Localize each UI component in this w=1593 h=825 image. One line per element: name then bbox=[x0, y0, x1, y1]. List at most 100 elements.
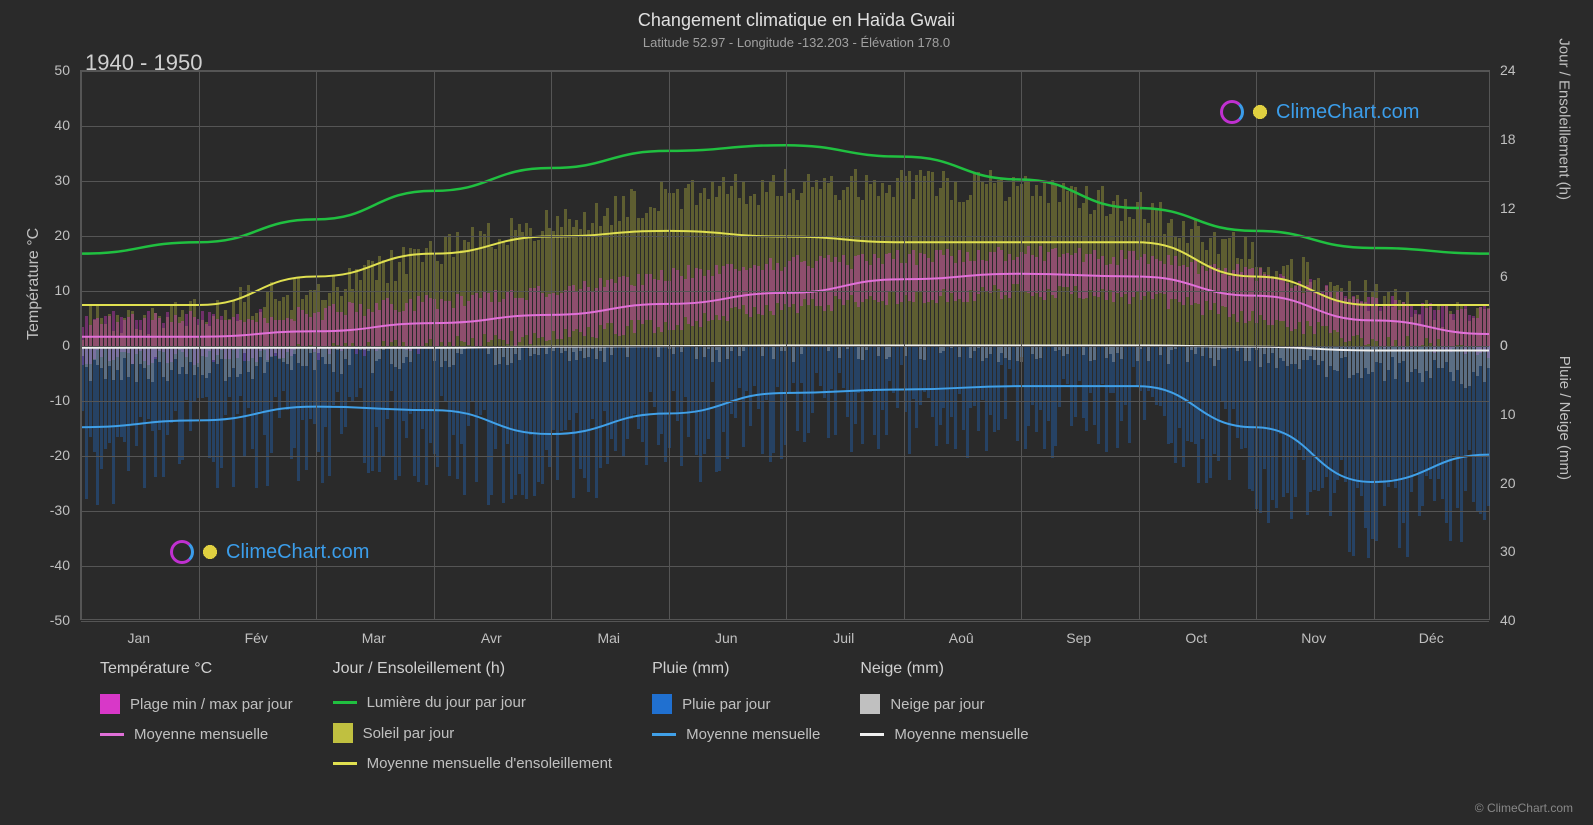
legend-col-snow: Neige (mm) Neige par jour Moyenne mensuel… bbox=[860, 660, 1028, 772]
grid-line-v bbox=[81, 71, 82, 619]
grid-line-v bbox=[1021, 71, 1022, 619]
x-tick: Avr bbox=[481, 630, 502, 646]
legend-label: Lumière du jour par jour bbox=[367, 694, 526, 711]
watermark-text: ClimeChart.com bbox=[1276, 101, 1419, 124]
y-left-tick: -50 bbox=[10, 612, 70, 628]
grid-line-v bbox=[551, 71, 552, 619]
x-tick: Nov bbox=[1301, 630, 1326, 646]
legend-label: Plage min / max par jour bbox=[130, 696, 293, 713]
sun-icon bbox=[1250, 102, 1270, 122]
legend: Température °C Plage min / max par jour M… bbox=[100, 660, 1500, 772]
climechart-logo-icon bbox=[170, 540, 194, 564]
legend-label: Moyenne mensuelle bbox=[894, 726, 1028, 743]
y-right-top-tick: 24 bbox=[1500, 62, 1560, 78]
grid-line-h bbox=[81, 511, 1489, 512]
legend-item: Pluie par jour bbox=[652, 694, 820, 714]
y-left-tick: 10 bbox=[10, 282, 70, 298]
grid-line-h bbox=[81, 621, 1489, 622]
legend-swatch bbox=[860, 733, 884, 736]
plot-area bbox=[80, 70, 1490, 620]
y-left-tick: 20 bbox=[10, 227, 70, 243]
x-tick: Jun bbox=[715, 630, 738, 646]
legend-item: Soleil par jour bbox=[333, 723, 613, 743]
legend-label: Pluie par jour bbox=[682, 696, 770, 713]
chart-title: Changement climatique en Haïda Gwaii bbox=[0, 0, 1593, 31]
legend-item: Moyenne mensuelle bbox=[100, 726, 293, 743]
legend-swatch bbox=[100, 733, 124, 736]
grid-line-h bbox=[81, 71, 1489, 72]
grid-line-h bbox=[81, 181, 1489, 182]
legend-title: Pluie (mm) bbox=[652, 660, 820, 678]
grid-line-v bbox=[1139, 71, 1140, 619]
x-tick: Juil bbox=[833, 630, 854, 646]
legend-item: Moyenne mensuelle d'ensoleillement bbox=[333, 755, 613, 772]
legend-label: Neige par jour bbox=[890, 696, 984, 713]
grid-line-h bbox=[81, 126, 1489, 127]
grid-line-h bbox=[81, 291, 1489, 292]
legend-label: Moyenne mensuelle bbox=[134, 726, 268, 743]
y-left-tick: -10 bbox=[10, 392, 70, 408]
y-left-tick: 0 bbox=[10, 337, 70, 353]
watermark-text: ClimeChart.com bbox=[226, 541, 369, 564]
grid-line-v bbox=[434, 71, 435, 619]
watermark-top: ClimeChart.com bbox=[1220, 100, 1419, 124]
y-right-bot-tick: 40 bbox=[1500, 612, 1560, 628]
legend-title: Neige (mm) bbox=[860, 660, 1028, 678]
line bbox=[81, 274, 1489, 337]
legend-item: Plage min / max par jour bbox=[100, 694, 293, 714]
y-right-bot-tick: 20 bbox=[1500, 475, 1560, 491]
grid-line-h bbox=[81, 236, 1489, 237]
grid-line-v bbox=[786, 71, 787, 619]
grid-line-v bbox=[316, 71, 317, 619]
y-left-tick: -20 bbox=[10, 447, 70, 463]
grid-line-h bbox=[81, 401, 1489, 402]
grid-line-v bbox=[669, 71, 670, 619]
legend-swatch bbox=[333, 701, 357, 704]
grid-line-v bbox=[904, 71, 905, 619]
climechart-logo-icon bbox=[1220, 100, 1244, 124]
grid-line-v bbox=[199, 71, 200, 619]
lines-layer bbox=[81, 71, 1489, 619]
legend-title: Température °C bbox=[100, 660, 293, 678]
chart-area: -50-40-30-20-100102030405006121824010203… bbox=[80, 70, 1490, 620]
legend-swatch bbox=[652, 733, 676, 736]
legend-swatch bbox=[333, 762, 357, 765]
y-left-tick: 40 bbox=[10, 117, 70, 133]
legend-item: Neige par jour bbox=[860, 694, 1028, 714]
copyright: © ClimeChart.com bbox=[1475, 801, 1573, 815]
x-tick: Mai bbox=[597, 630, 620, 646]
legend-col-rain: Pluie (mm) Pluie par jour Moyenne mensuel… bbox=[652, 660, 820, 772]
grid-line-h bbox=[81, 456, 1489, 457]
y-right-top-tick: 6 bbox=[1500, 268, 1560, 284]
legend-swatch bbox=[652, 694, 672, 714]
legend-label: Moyenne mensuelle d'ensoleillement bbox=[367, 755, 613, 772]
y-right-top-tick: 12 bbox=[1500, 200, 1560, 216]
x-tick: Aoû bbox=[949, 630, 974, 646]
grid-line-h bbox=[81, 346, 1489, 347]
y-right-bot-tick: 0 bbox=[1500, 337, 1560, 353]
legend-item: Lumière du jour par jour bbox=[333, 694, 613, 711]
grid-line-v bbox=[1374, 71, 1375, 619]
y-right-top-tick: 18 bbox=[1500, 131, 1560, 147]
legend-label: Moyenne mensuelle bbox=[686, 726, 820, 743]
legend-swatch bbox=[333, 723, 353, 743]
x-tick: Sep bbox=[1066, 630, 1091, 646]
legend-col-daylight: Jour / Ensoleillement (h) Lumière du jou… bbox=[333, 660, 613, 772]
grid-line-h bbox=[81, 566, 1489, 567]
y-left-tick: -30 bbox=[10, 502, 70, 518]
legend-col-temperature: Température °C Plage min / max par jour M… bbox=[100, 660, 293, 772]
y-left-tick: 50 bbox=[10, 62, 70, 78]
x-tick: Mar bbox=[362, 630, 386, 646]
x-tick: Oct bbox=[1185, 630, 1207, 646]
x-tick: Déc bbox=[1419, 630, 1444, 646]
y-right-bot-tick: 10 bbox=[1500, 406, 1560, 422]
legend-item: Moyenne mensuelle bbox=[652, 726, 820, 743]
legend-label: Soleil par jour bbox=[363, 725, 455, 742]
x-tick: Jan bbox=[127, 630, 150, 646]
x-tick: Fév bbox=[245, 630, 268, 646]
legend-swatch bbox=[860, 694, 880, 714]
sun-icon bbox=[200, 542, 220, 562]
grid-line-v bbox=[1256, 71, 1257, 619]
watermark-bottom: ClimeChart.com bbox=[170, 540, 369, 564]
legend-swatch bbox=[100, 694, 120, 714]
